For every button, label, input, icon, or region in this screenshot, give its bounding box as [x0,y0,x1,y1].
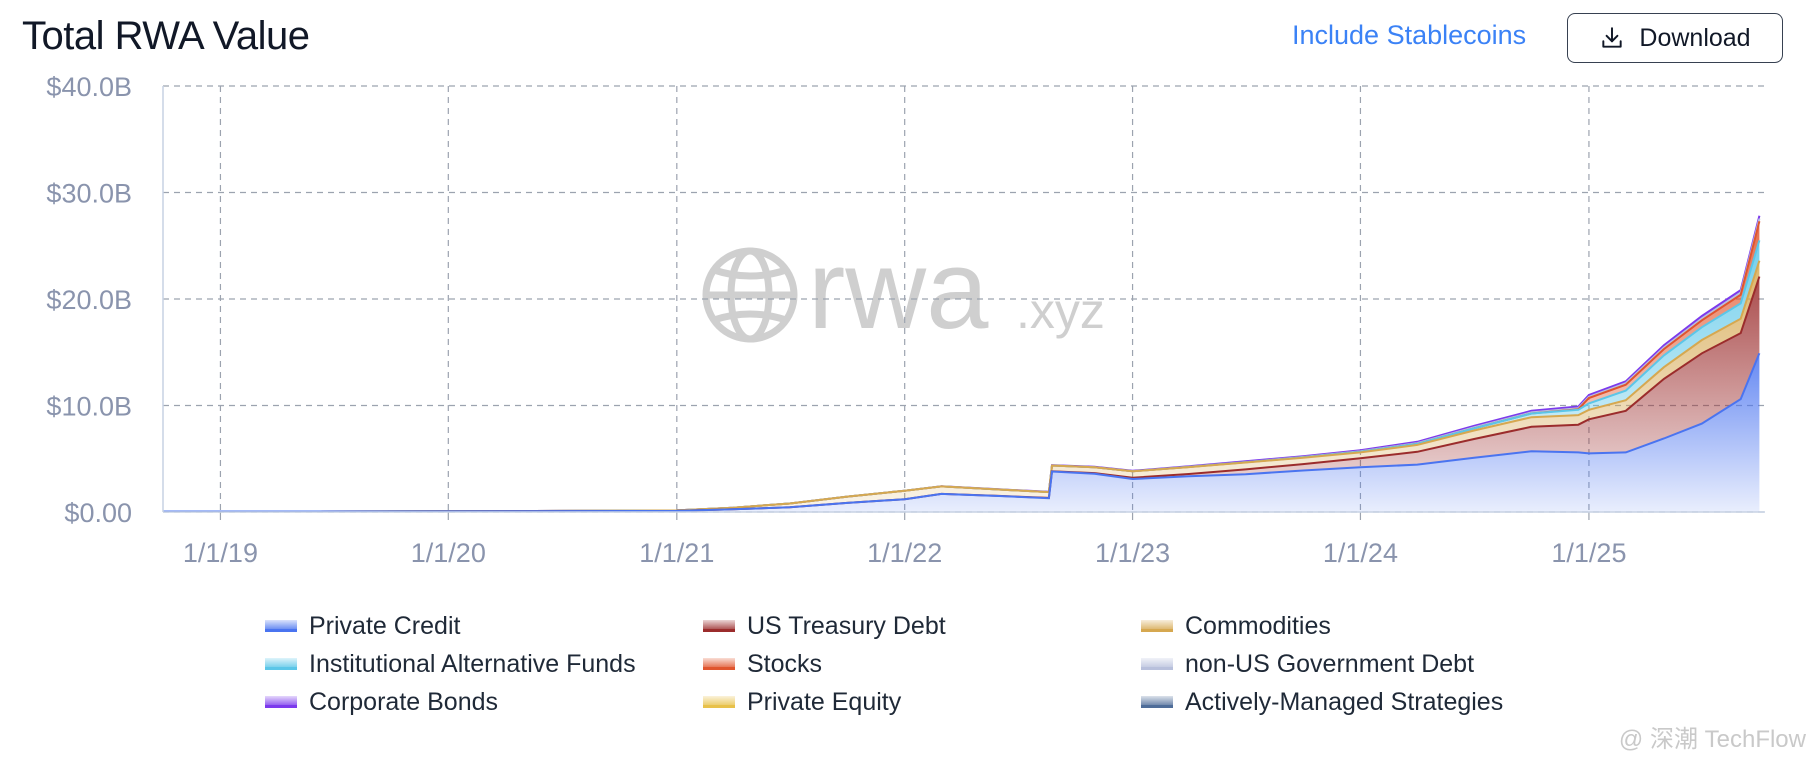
legend-item-private-equity[interactable]: Private Equity [703,688,1141,716]
legend-label: Institutional Alternative Funds [309,649,636,678]
x-tick-label: 1/1/21 [639,538,714,568]
x-tick-label: 1/1/19 [183,538,258,568]
legend: Private Credit US Treasury Debt Commoditie… [265,612,1565,716]
legend-swatch [265,696,297,708]
x-tick-label: 1/1/24 [1323,538,1398,568]
legend-item-private-credit[interactable]: Private Credit [265,612,703,640]
include-stablecoins-toggle[interactable]: Include Stablecoins [1292,20,1527,50]
legend-item-actively-managed-strategies[interactable]: Actively-Managed Strategies [1141,688,1565,716]
legend-item-non-us-government-debt[interactable]: non-US Government Debt [1141,650,1565,678]
download-icon [1602,27,1623,48]
y-tick-label: $0.00 [64,498,132,528]
x-tick-label: 1/1/22 [867,538,942,568]
y-tick-label: $40.0B [46,72,132,102]
area-private-credit [163,353,1760,512]
source-credit: @ 深潮 TechFlow [1618,726,1806,753]
y-tick-label: $30.0B [46,179,132,209]
series-areas [163,215,1761,513]
x-tick-label: 1/1/20 [411,538,486,568]
line-commodities [163,260,1761,513]
legend-label: Commodities [1185,611,1331,640]
watermark-suffix: .xyz [1016,283,1105,339]
legend-label: Actively-Managed Strategies [1185,687,1504,716]
x-tick-label: 1/1/25 [1551,538,1626,568]
legend-swatch [1141,696,1173,708]
legend-item-commodities[interactable]: Commodities [1141,612,1565,640]
watermark-brand: rwa [808,227,989,352]
legend-swatch [1141,658,1173,670]
legend-label: Private Credit [309,611,461,640]
y-tick-label: $20.0B [46,285,132,315]
legend-label: non-US Government Debt [1185,649,1475,678]
legend-item-stocks[interactable]: Stocks [703,650,1141,678]
legend-swatch [1141,620,1173,632]
globe-icon [702,247,798,343]
legend-item-us-treasury-debt[interactable]: US Treasury Debt [703,612,1141,640]
download-button[interactable]: Download [1567,13,1783,63]
line-private-credit [163,352,1761,513]
legend-swatch [703,696,735,708]
legend-swatch [703,658,735,670]
rwa-area-chart: rwa .xyz $0.00 $10.0B $20.0B $30.0B $40.0B 1/… [46,72,1765,568]
x-tick-label: 1/1/23 [1095,538,1170,568]
legend-label: US Treasury Debt [747,611,946,640]
legend-swatch [703,620,735,632]
legend-label: Corporate Bonds [309,687,499,716]
axes: $0.00 $10.0B $20.0B $30.0B $40.0B 1/1/19 1/1/2… [46,72,1765,568]
legend-item-corporate-bonds[interactable]: Corporate Bonds [265,688,703,716]
y-tick-label: $10.0B [46,392,132,422]
legend-label: Stocks [747,649,823,678]
legend-swatch [265,658,297,670]
download-label: Download [1639,23,1751,52]
legend-label: Private Equity [747,687,902,716]
chart-title: Total RWA Value [22,14,310,58]
legend-swatch [265,620,297,632]
legend-item-institutional-alternative-funds[interactable]: Institutional Alternative Funds [265,650,703,678]
rwa-watermark: rwa .xyz [702,227,1105,352]
